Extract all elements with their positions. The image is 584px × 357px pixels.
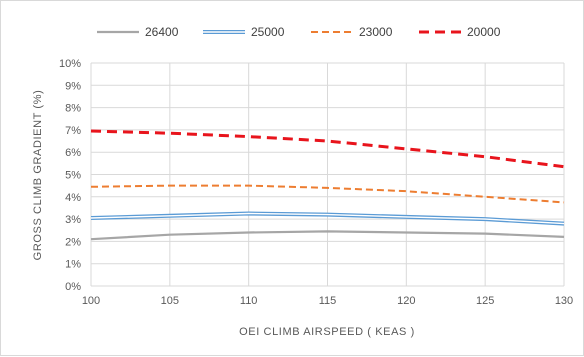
y-tick-label: 1% <box>65 259 81 271</box>
x-tick-label: 120 <box>397 295 415 307</box>
x-tick-label: 110 <box>240 295 258 307</box>
y-tick-label: 4% <box>65 192 81 204</box>
x-axis-title: OEI CLIMB AIRSPEED ( KEAS ) <box>239 326 415 338</box>
legend-label-20000: 20000 <box>467 25 501 39</box>
x-tick-label: 115 <box>319 295 337 307</box>
y-tick-label: 6% <box>65 147 81 159</box>
y-tick-label: 10% <box>59 58 81 70</box>
legend-label-25000: 25000 <box>251 25 285 39</box>
series-layer <box>90 129 565 241</box>
y-tick-label: 7% <box>65 125 81 137</box>
y-tick-label: 3% <box>65 214 81 226</box>
y-tick-label: 2% <box>65 236 81 248</box>
series-line-23000 <box>90 184 565 204</box>
x-tick-label: 130 <box>555 295 573 307</box>
y-tick-label: 8% <box>65 103 81 115</box>
legend: 26400 25000 23000 20000 <box>97 25 501 39</box>
legend-label-23000: 23000 <box>359 25 393 39</box>
y-axis-title: GROSS CLIMB GRADIENT (%) <box>32 90 44 261</box>
legend-label-26400: 26400 <box>145 25 179 39</box>
axis-layer: 0% 1% 2% 3% 4% 5% 6% 7% 8% 9% 10% 100 105 110 115 120 12… <box>59 58 573 307</box>
x-tick-label: 100 <box>82 295 100 307</box>
grid-layer <box>90 62 565 287</box>
y-tick-label: 0% <box>65 281 81 293</box>
x-tick-label: 125 <box>476 295 494 307</box>
y-tick-label: 9% <box>65 80 81 92</box>
series-line-26400 <box>90 230 565 241</box>
series-line-25000-inner <box>90 212 565 225</box>
y-tick-label: 5% <box>65 170 81 182</box>
x-tick-label: 105 <box>161 295 179 307</box>
